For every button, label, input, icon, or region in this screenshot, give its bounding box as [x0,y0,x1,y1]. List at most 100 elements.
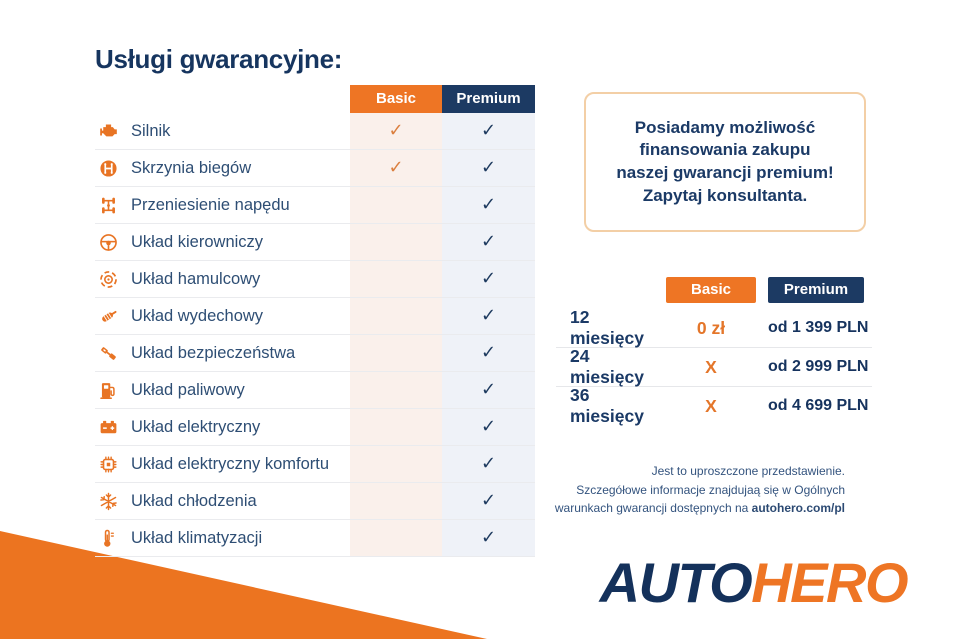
brake-disc-icon [95,261,131,297]
row-label: Układ chłodzenia [131,491,257,510]
disclaimer: Jest to uproszczone przedstawienie. Szcz… [555,462,845,518]
premium-checkmark: ✓ [480,342,497,363]
basic-price: 0 zł [696,317,726,338]
row-label: Układ klimatyzacji [131,528,263,547]
seatbelt-icon [95,335,131,371]
row-label: Przeniesienie napędu [131,195,290,214]
disclaimer-line: warunkach gwarancji dostępnych na autohe… [555,499,845,518]
premium-cell: ✓ [442,409,535,445]
autohero-url-link[interactable]: autohero.com/pl [751,501,845,516]
promo-line: Zapytaj konsultanta. [642,185,808,205]
premium-cell: ✓ [442,261,535,297]
table-row: Przeniesienie napędu ✓ [95,187,535,224]
premium-cell: ✓ [442,150,535,186]
premium-price: od 2 999 PLN [768,358,869,375]
pricing-row: 12 miesięcy 0 zł od 1 399 PLN [556,307,872,348]
logo-hero-text: HERO [751,551,908,614]
column-header-basic: Basic [350,85,442,113]
steering-wheel-icon [95,224,131,260]
basic-checkmark: ✓ [388,157,404,178]
pricing-header-premium: Premium [768,277,864,303]
table-row: Układ bezpieczeństwa ✓ [95,335,535,372]
premium-checkmark: ✓ [480,527,497,548]
warranty-table-header: Basic Premium [95,85,535,113]
row-label: Układ elektryczny komfortu [131,454,330,473]
table-row: Układ wydechowy ✓ [95,298,535,335]
basic-cell [350,446,442,482]
disclaimer-line: Szczegółowe informacje znajdujaą się w O… [576,482,845,497]
table-row: Układ klimatyzacji ✓ [95,520,535,557]
promo-line: Posiadamy możliwość [634,117,816,137]
pricing-row: 36 miesięcy X od 4 699 PLN [556,385,872,426]
premium-checkmark: ✓ [480,453,497,474]
header-spacer [556,277,666,303]
basic-price: X [705,395,717,416]
table-row: Skrzynia biegów ✓ ✓ [95,150,535,187]
premium-checkmark: ✓ [480,416,497,437]
warranty-table: Basic Premium Silnik ✓ ✓ Skrzynia biegów… [95,85,535,557]
table-row: Układ chłodzenia ✓ [95,483,535,520]
premium-price: od 4 699 PLN [768,397,869,414]
chip-icon [95,446,131,482]
basic-checkmark: ✓ [388,120,404,141]
table-row: Układ elektryczny ✓ [95,409,535,446]
basic-cell [350,261,442,297]
header-spacer [95,85,350,113]
basic-cell [350,483,442,519]
drivetrain-icon [95,187,131,223]
fuel-pump-icon [95,372,131,408]
table-row: Układ elektryczny komfortu ✓ [95,446,535,483]
premium-cell: ✓ [442,113,535,149]
disclaimer-line: Jest to uproszczone przedstawienie. [651,464,845,478]
row-label: Układ hamulcowy [131,269,261,288]
basic-cell [350,335,442,371]
premium-checkmark: ✓ [480,231,497,252]
table-row: Układ kierowniczy ✓ [95,224,535,261]
table-row: Układ paliwowy ✓ [95,372,535,409]
premium-cell: ✓ [442,187,535,223]
basic-cell: ✓ [350,150,442,186]
premium-checkmark: ✓ [480,157,497,178]
basic-cell [350,409,442,445]
exhaust-icon [95,298,131,334]
basic-cell [350,187,442,223]
premium-cell: ✓ [442,298,535,334]
snowflake-icon [95,483,131,519]
column-header-premium: Premium [442,85,535,113]
basic-cell [350,298,442,334]
premium-cell: ✓ [442,483,535,519]
pricing-table-header: Basic Premium [556,277,872,303]
disclaimer-line-prefix: warunkach gwarancji dostępnych na [554,501,752,516]
battery-icon [95,409,131,445]
premium-checkmark: ✓ [480,268,497,289]
gearbox-icon [95,150,131,186]
basic-cell [350,372,442,408]
table-row: Silnik ✓ ✓ [95,113,535,150]
premium-cell: ✓ [442,446,535,482]
row-label: Układ elektryczny [131,417,261,436]
premium-price: od 1 399 PLN [768,319,869,336]
promo-line: finansowania zakupu [639,140,811,160]
engine-icon [95,113,131,149]
row-label: Układ paliwowy [131,380,245,399]
row-label: Układ bezpieczeństwa [131,343,296,362]
premium-checkmark: ✓ [480,194,497,215]
basic-cell [350,224,442,260]
table-row: Układ hamulcowy ✓ [95,261,535,298]
logo-auto-text: AUTO [599,551,753,614]
thermometer-icon [95,520,131,556]
financing-promo-box: Posiadamy możliwość finansowania zakupu … [584,92,866,232]
premium-checkmark: ✓ [480,379,497,400]
basic-cell [350,520,442,556]
period-label: 36 miesięcy [570,385,644,426]
basic-cell: ✓ [350,113,442,149]
pricing-table: Basic Premium 12 miesięcy 0 zł od 1 399 … [556,277,872,426]
premium-cell: ✓ [442,335,535,371]
basic-price: X [705,356,717,377]
premium-checkmark: ✓ [480,490,497,511]
premium-cell: ✓ [442,372,535,408]
row-label: Układ kierowniczy [131,232,264,251]
row-label: Układ wydechowy [131,306,264,325]
promo-line: naszej gwarancji premium! [616,163,834,182]
